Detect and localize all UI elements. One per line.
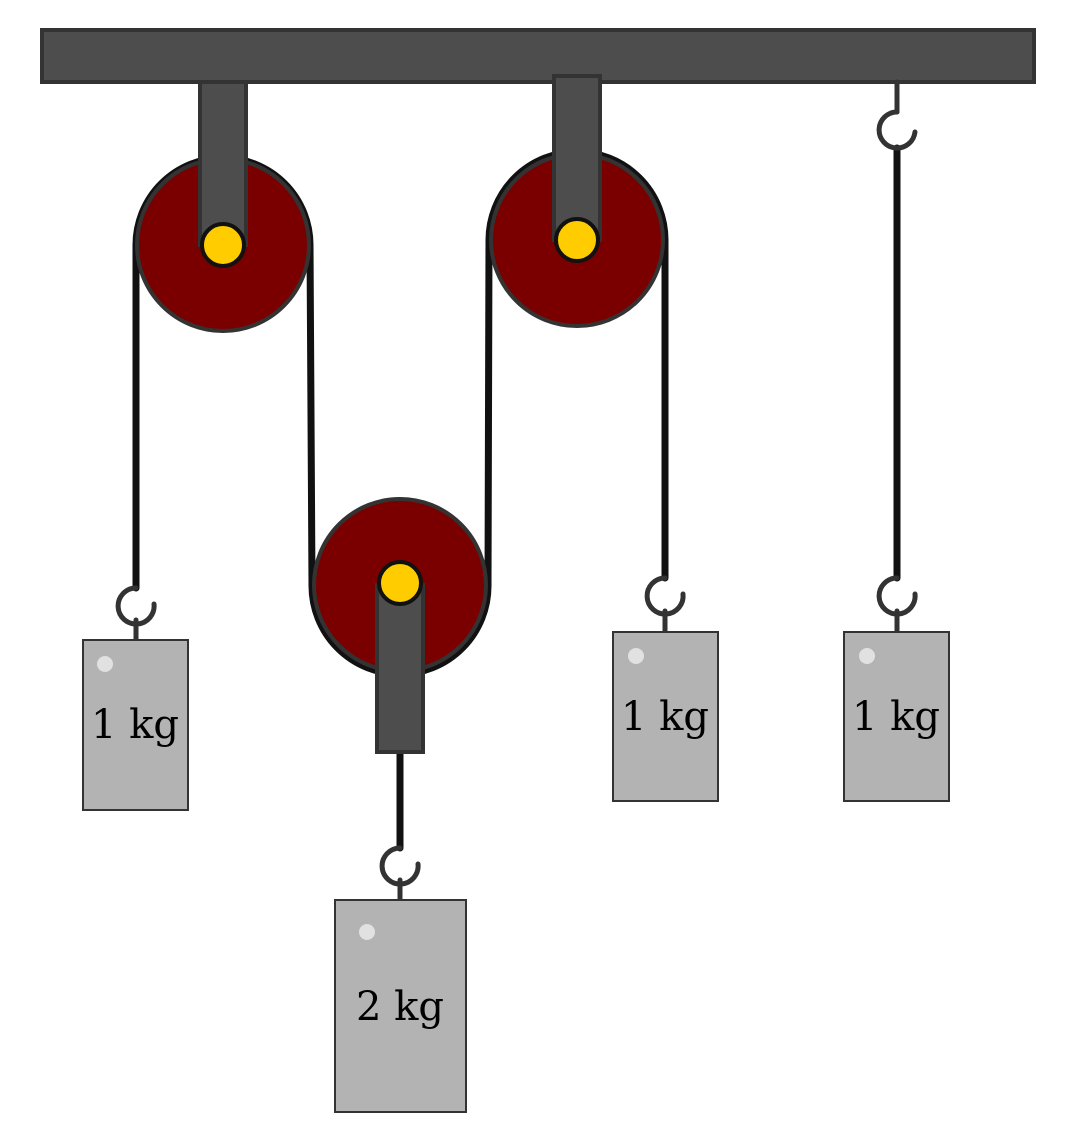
axle-icon: [200, 222, 246, 268]
mass-block-heavy: 2 kg: [334, 899, 467, 1113]
mass-block-far-right: 1 kg: [843, 631, 950, 802]
axle-icon: [554, 217, 600, 263]
pulley-bracket: [552, 74, 602, 242]
mass-label: 1 kg: [852, 694, 940, 740]
axle-icon: [377, 560, 423, 606]
hook-icon: [115, 585, 157, 643]
ceiling-beam: [40, 28, 1036, 84]
pulley-bracket: [198, 80, 248, 247]
pulley-right-fixed: [489, 74, 665, 328]
mass-label: 1 kg: [621, 694, 709, 740]
hook-icon: [876, 79, 918, 151]
rope-left-to-movable: [306, 241, 316, 590]
rope-movable-to-right: [484, 236, 493, 590]
mass-label: 1 kg: [91, 702, 179, 748]
mass-block-left: 1 kg: [82, 639, 189, 811]
pulley-left-fixed: [135, 80, 311, 333]
hook-icon: [876, 575, 918, 635]
hook-icon: [644, 575, 686, 635]
mass-block-middle-right: 1 kg: [612, 631, 719, 802]
mass-label: 2 kg: [356, 984, 444, 1030]
hook-icon: [379, 845, 421, 903]
pulley-movable: [312, 497, 488, 754]
pulley-bracket: [375, 583, 425, 754]
